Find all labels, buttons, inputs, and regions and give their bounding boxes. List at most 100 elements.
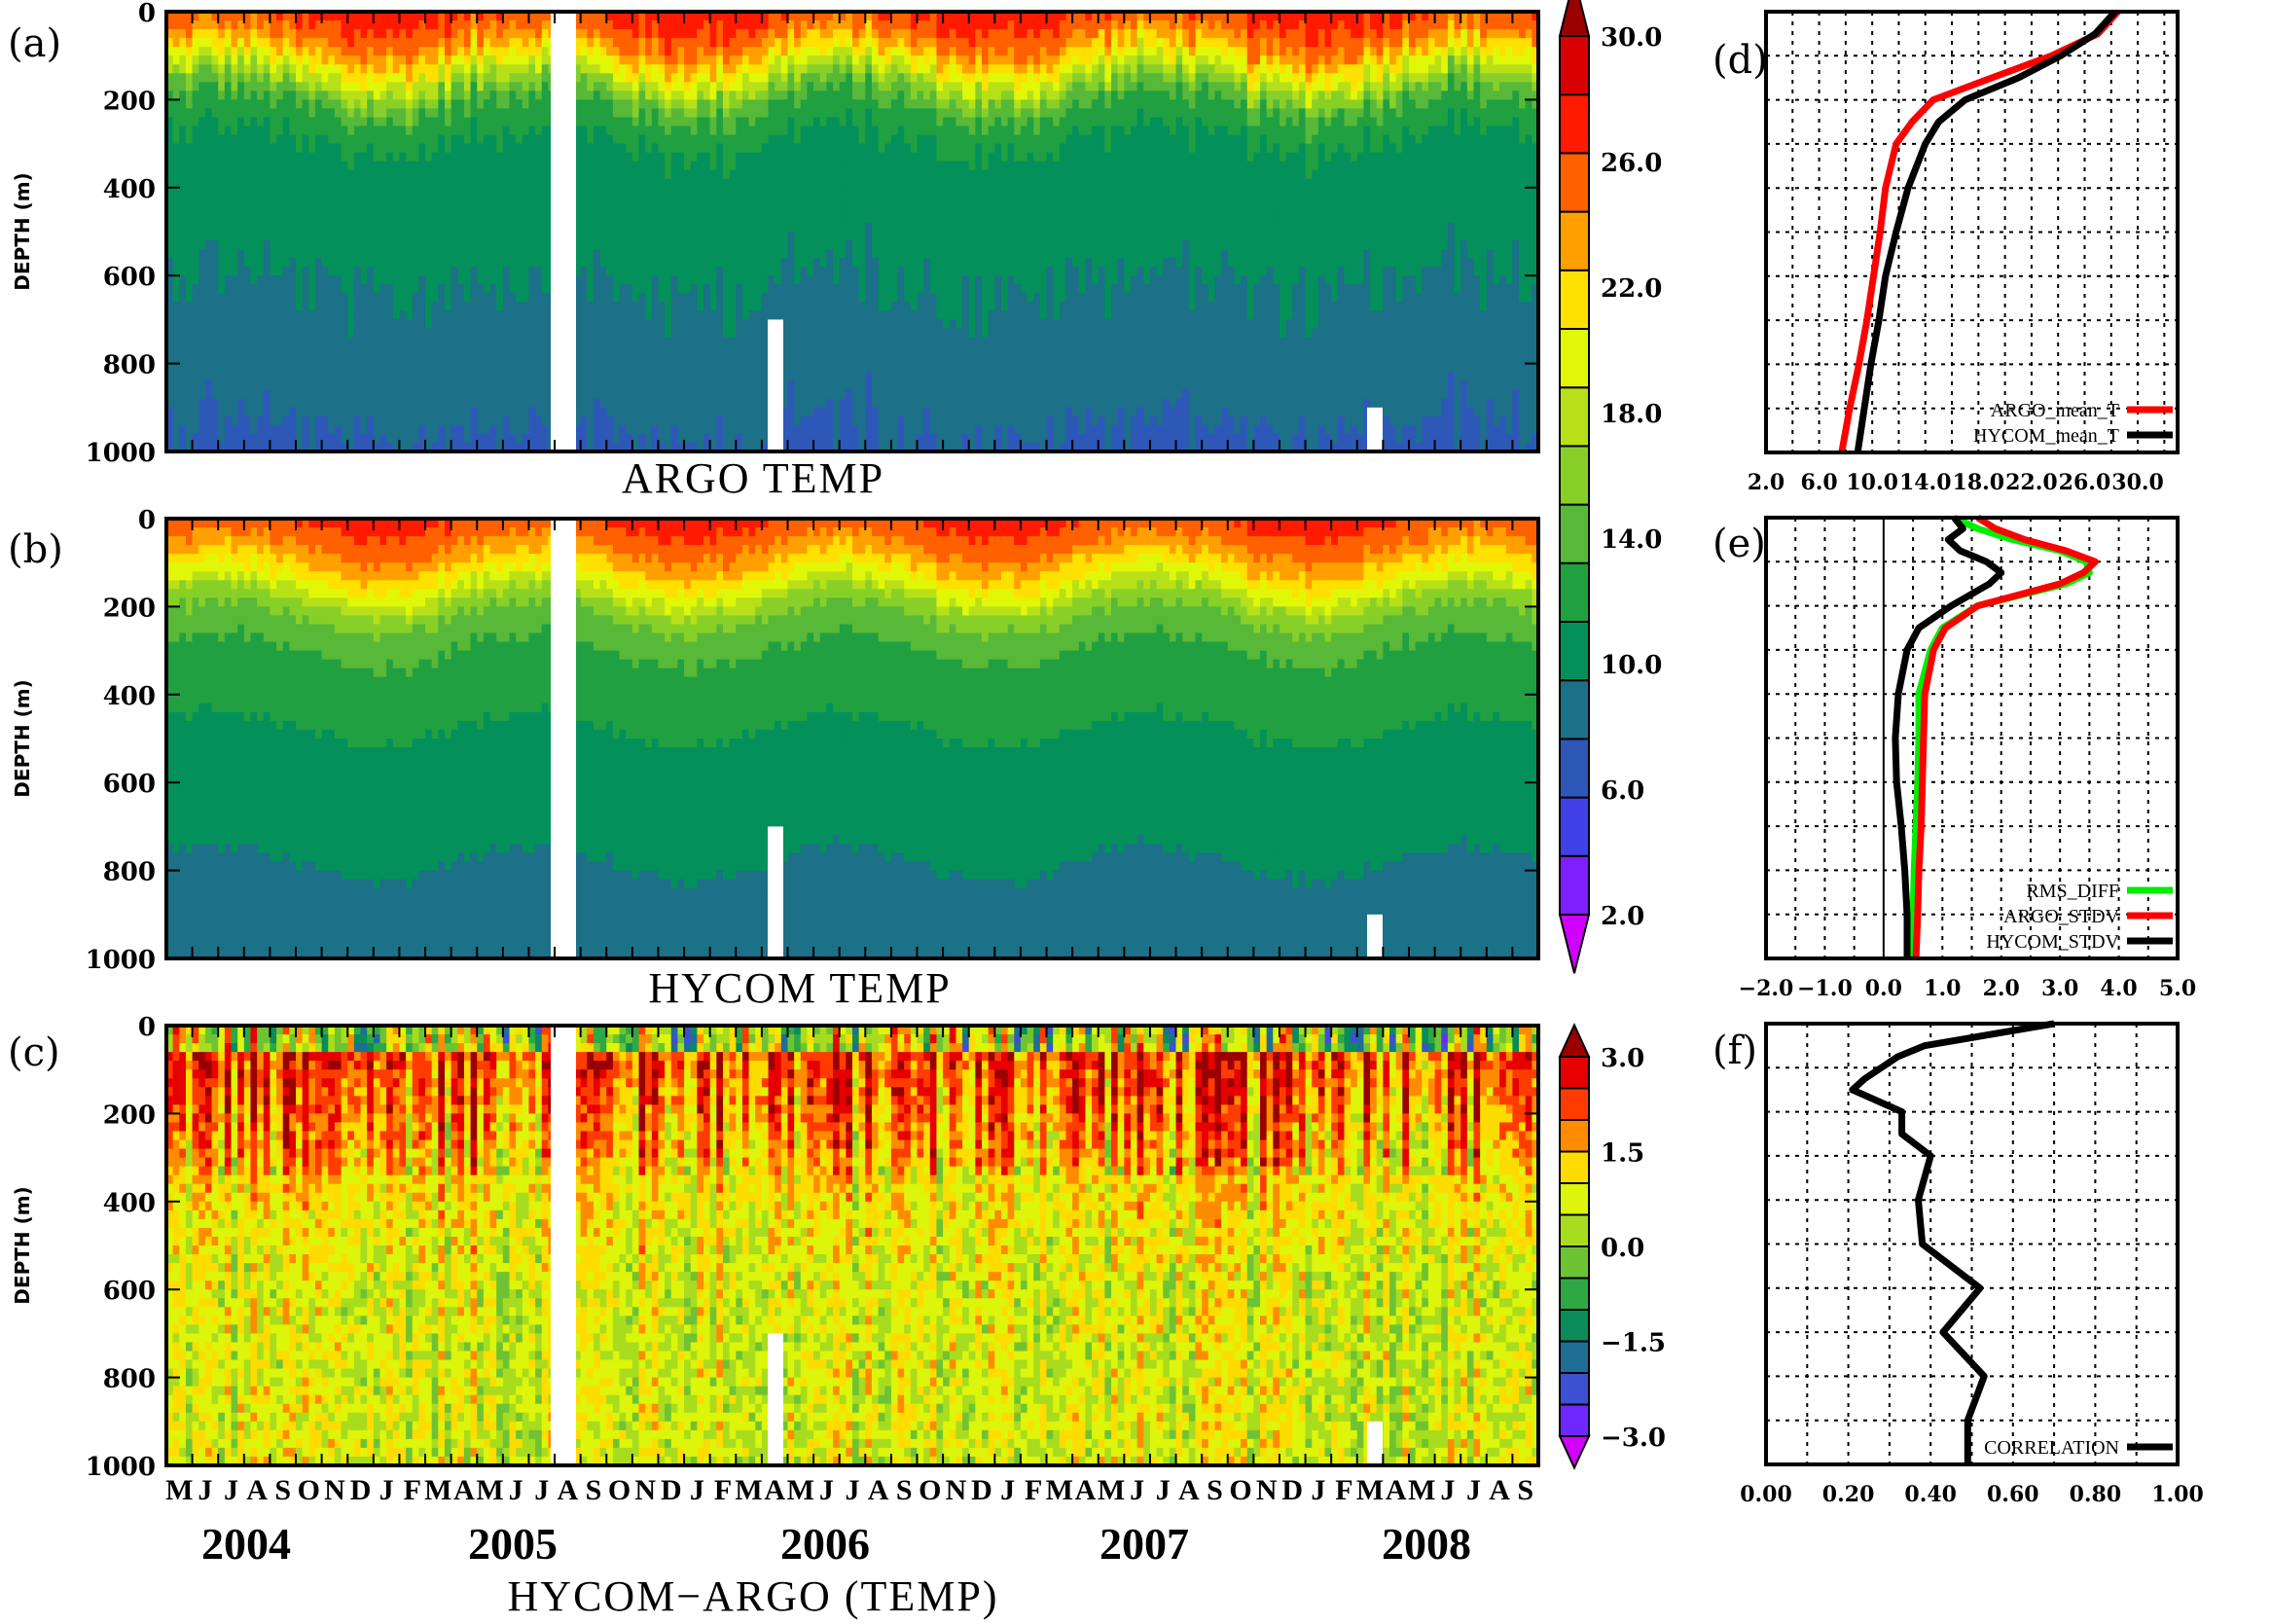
heatmap-cell — [399, 47, 406, 56]
heatmap-cell — [445, 170, 451, 180]
heatmap-cell — [270, 223, 276, 233]
heatmap-cell — [587, 240, 594, 250]
heatmap-cell — [464, 425, 471, 435]
heatmap-cell — [528, 240, 535, 250]
heatmap-cell — [723, 144, 730, 154]
heatmap-cell — [425, 223, 432, 233]
heatmap-cell — [296, 179, 303, 189]
heatmap-cell — [374, 205, 380, 215]
heatmap-cell — [328, 38, 335, 48]
heatmap-cell — [723, 373, 730, 382]
heatmap-cell — [244, 197, 251, 206]
heatmap-cell — [315, 64, 322, 74]
heatmap-cell — [347, 399, 354, 409]
heatmap-cell — [303, 240, 309, 250]
heatmap-cell — [232, 205, 238, 215]
heatmap-cell — [289, 170, 296, 180]
heatmap-cell — [264, 284, 270, 294]
heatmap-cell — [296, 47, 303, 56]
heatmap-cell — [205, 302, 212, 311]
heatmap-cell — [620, 390, 627, 400]
heatmap-cell — [769, 126, 775, 136]
heatmap-cell — [658, 275, 665, 285]
heatmap-cell — [232, 310, 238, 320]
heatmap-cell — [523, 47, 529, 56]
heatmap-cell — [379, 64, 386, 74]
heatmap-cell — [374, 258, 380, 268]
heatmap-cell — [697, 390, 703, 400]
heatmap-cell — [250, 302, 257, 311]
heatmap-cell — [438, 373, 445, 382]
heatmap-cell — [445, 144, 451, 154]
heatmap-cell — [691, 337, 698, 346]
heatmap-cell — [432, 20, 439, 30]
heatmap-cell — [393, 381, 400, 391]
heatmap-cell — [218, 434, 225, 444]
heatmap-cell — [613, 267, 620, 276]
heatmap-cell — [406, 162, 413, 171]
heatmap-cell — [179, 258, 186, 268]
heatmap-cell — [528, 47, 535, 56]
heatmap-cell — [283, 197, 290, 206]
heatmap-cell — [354, 337, 361, 346]
heatmap-cell — [620, 328, 627, 338]
heatmap-cell — [244, 381, 251, 391]
heatmap-cell — [342, 258, 348, 268]
heatmap-cell — [697, 126, 703, 136]
heatmap-cell — [496, 284, 503, 294]
heatmap-cell — [186, 126, 193, 136]
heatmap-cell — [354, 188, 361, 198]
heatmap-cell — [335, 117, 342, 126]
heatmap-cell — [354, 355, 361, 365]
heatmap-cell — [535, 20, 542, 30]
heatmap-cell — [303, 99, 309, 109]
heatmap-cell — [697, 82, 703, 91]
heatmap-cell — [542, 90, 549, 100]
heatmap-cell — [218, 117, 225, 126]
heatmap-cell — [198, 179, 205, 189]
heatmap-cell — [237, 337, 244, 346]
heatmap-cell — [186, 408, 193, 417]
heatmap-cell — [464, 117, 471, 126]
heatmap-cell — [451, 47, 458, 56]
heatmap-cell — [503, 205, 510, 215]
heatmap-cell — [186, 310, 193, 320]
heatmap-cell — [244, 99, 251, 109]
heatmap-cell — [367, 82, 374, 91]
heatmap-cell — [379, 408, 386, 417]
heatmap-cell — [374, 117, 380, 126]
heatmap-cell — [490, 214, 497, 224]
heatmap-cell — [237, 232, 244, 241]
heatmap-cell — [225, 275, 232, 285]
heatmap-cell — [587, 390, 594, 400]
heatmap-cell — [347, 223, 354, 233]
heatmap-cell — [283, 302, 290, 311]
heatmap-cell — [626, 82, 632, 91]
heatmap-cell — [703, 373, 710, 382]
heatmap-cell — [264, 258, 270, 268]
heatmap-cell — [658, 416, 665, 426]
heatmap-cell — [173, 390, 180, 400]
heatmap-cell — [264, 408, 270, 417]
heatmap-cell — [600, 390, 607, 400]
heatmap-cell — [723, 153, 730, 162]
heatmap-cell — [710, 258, 717, 268]
heatmap-cell — [361, 38, 368, 48]
heatmap-cell — [303, 364, 309, 374]
heatmap-cell — [289, 232, 296, 241]
heatmap-cell — [432, 82, 439, 91]
heatmap-cell — [308, 355, 315, 365]
heatmap-cell — [652, 108, 659, 118]
heatmap-cell — [322, 373, 329, 382]
heatmap-cell — [237, 284, 244, 294]
heatmap-cell — [755, 258, 762, 268]
heatmap-cell — [335, 364, 342, 374]
heatmap-cell — [503, 346, 510, 356]
heatmap-cell — [205, 117, 212, 126]
heatmap-cell — [212, 275, 219, 285]
heatmap-cell — [303, 319, 309, 329]
heatmap-cell — [198, 73, 205, 83]
heatmap-cell — [710, 64, 717, 74]
heatmap-cell — [523, 267, 529, 276]
heatmap-cell — [173, 240, 180, 250]
